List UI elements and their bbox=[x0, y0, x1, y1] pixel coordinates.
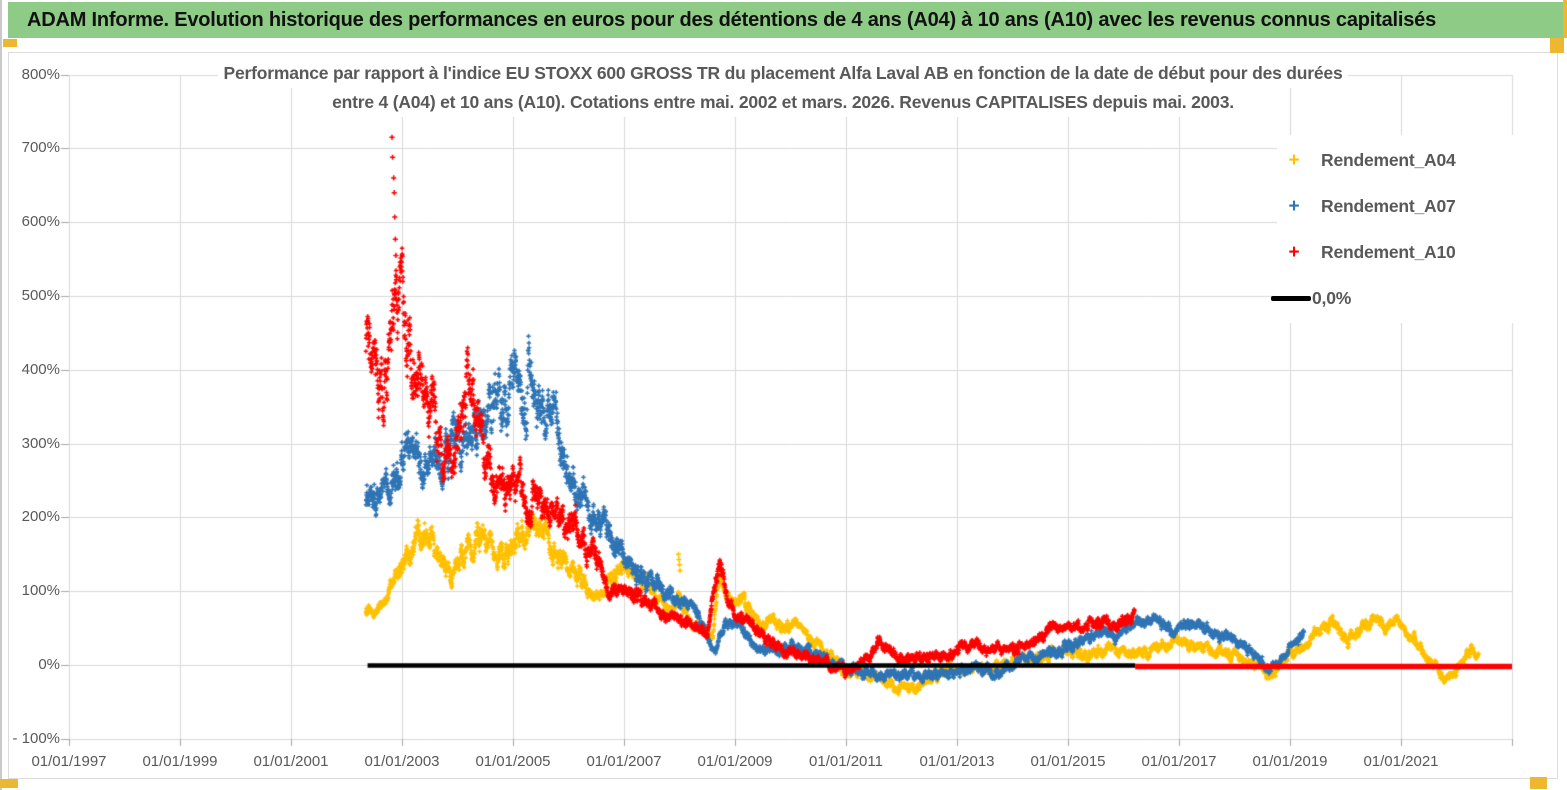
y-tick-label: 300% bbox=[21, 434, 60, 452]
legend-label: Rendement_A10 bbox=[1321, 241, 1456, 262]
line-marker-icon bbox=[1271, 295, 1311, 301]
legend-label: Rendement_A04 bbox=[1321, 149, 1456, 170]
chart-title: Performance par rapport à l'indice EU ST… bbox=[153, 59, 1413, 117]
x-tick-label: 01/01/2021 bbox=[1363, 753, 1439, 770]
sheet-accent-banner-right bbox=[1563, 0, 1567, 38]
x-tick-label: 01/01/2007 bbox=[586, 753, 662, 770]
y-tick-label: - 100% bbox=[12, 729, 60, 747]
x-tick-label: 01/01/2015 bbox=[1030, 753, 1106, 770]
x-tick-label: 01/01/2013 bbox=[919, 753, 995, 770]
legend-item-rendement-a07: + Rendement_A07 bbox=[1277, 183, 1520, 229]
sheet-left-edge bbox=[0, 0, 2, 790]
sheet-accent-top-right bbox=[1550, 38, 1564, 53]
x-tick-label: 01/01/1999 bbox=[142, 753, 218, 770]
legend-item-rendement-a10: + Rendement_A10 bbox=[1277, 229, 1520, 275]
y-tick-label: 0% bbox=[38, 656, 60, 673]
x-tick-label: 01/01/2003 bbox=[364, 753, 440, 770]
sheet-accent-bottom-left bbox=[0, 779, 18, 788]
chart-title-line1: Performance par rapport à l'indice EU ST… bbox=[217, 59, 1349, 88]
chart-legend: + Rendement_A04 + Rendement_A07 + Rendement_A… bbox=[1271, 135, 1520, 323]
y-tick-label: 800% bbox=[21, 65, 60, 83]
sheet-accent-top-left bbox=[3, 39, 17, 47]
sheet-accent-bottom-right bbox=[1530, 777, 1547, 789]
plus-marker-icon: + bbox=[1288, 195, 1300, 217]
y-tick-label: 700% bbox=[21, 139, 60, 157]
x-tick-label: 01/01/2019 bbox=[1252, 753, 1328, 770]
x-tick-label: 01/01/1997 bbox=[31, 753, 107, 770]
report-banner: ADAM Informe. Evolution historique des p… bbox=[8, 2, 1563, 38]
x-tick-label: 01/01/2001 bbox=[253, 753, 329, 770]
report-banner-title: ADAM Informe. Evolution historique des p… bbox=[27, 8, 1436, 31]
x-tick-label: 01/01/2005 bbox=[475, 753, 551, 770]
legend-item-zero-line: 0,0% bbox=[1271, 275, 1520, 321]
plus-marker-icon: + bbox=[1288, 149, 1300, 171]
x-tick-label: 01/01/2017 bbox=[1141, 753, 1217, 770]
chart-title-line2: entre 4 (A04) et 10 ans (A10). Cotations… bbox=[326, 88, 1240, 117]
x-tick-label: 01/01/2009 bbox=[697, 753, 773, 770]
plus-marker-icon: + bbox=[1288, 241, 1300, 263]
legend-item-rendement-a04: + Rendement_A04 bbox=[1277, 137, 1520, 183]
legend-label: Rendement_A07 bbox=[1321, 195, 1456, 216]
y-tick-label: 400% bbox=[21, 360, 60, 378]
legend-label: 0,0% bbox=[1312, 287, 1352, 308]
y-tick-label: 500% bbox=[21, 287, 60, 304]
y-tick-label: 600% bbox=[21, 213, 60, 231]
y-tick-label: 200% bbox=[21, 508, 60, 526]
y-tick-label: 100% bbox=[21, 582, 60, 600]
x-tick-label: 01/01/2011 bbox=[809, 753, 883, 770]
